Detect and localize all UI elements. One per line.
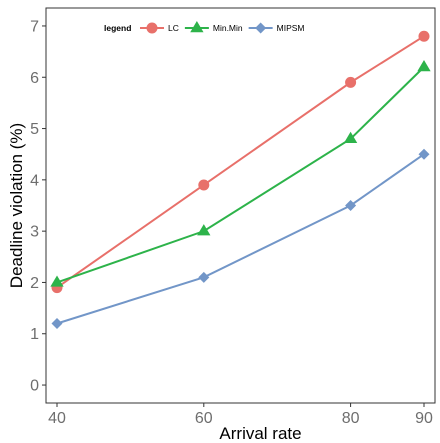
data-point-mipsm	[51, 317, 63, 329]
y-tick-label: 6	[30, 70, 39, 87]
x-tick-label: 90	[415, 410, 433, 427]
series-lc	[51, 30, 430, 294]
series-line-lc	[56, 35, 425, 289]
data-point-mipsm	[345, 200, 357, 211]
legend-key-marker	[146, 22, 158, 34]
legend-key-marker	[190, 21, 204, 33]
data-point-mipsm	[418, 148, 430, 160]
series-min-min	[50, 59, 431, 287]
x-axis-title: Arrival rate	[219, 424, 301, 443]
data-point-min-min	[50, 275, 64, 287]
data-point-lc	[418, 30, 430, 42]
x-tick-label: 60	[195, 410, 213, 427]
series-group	[50, 30, 431, 329]
y-tick-label: 0	[30, 378, 39, 395]
legend-item-min-min: Min.Min	[184, 21, 243, 33]
data-point-min-min	[417, 59, 431, 72]
data-point-lc	[345, 76, 357, 88]
y-tick-label: 5	[30, 121, 39, 138]
data-point-min-min	[343, 131, 358, 144]
legend-item-mipsm: MIPSM	[248, 22, 305, 34]
y-tick-label: 7	[30, 18, 39, 35]
legend-title: legend	[104, 23, 131, 33]
y-tick-label: 3	[30, 224, 39, 241]
y-tick-label: 4	[30, 172, 39, 189]
data-point-mipsm	[198, 271, 210, 283]
legend-item-lc: LC	[140, 22, 179, 34]
y-tick-label: 2	[30, 275, 39, 292]
plot-panel-border	[45, 7, 436, 404]
legend: legend LC Min.Min MIPSM	[104, 21, 305, 34]
legend-label: LC	[168, 23, 179, 33]
x-tick-label: 80	[342, 410, 360, 427]
series-line-min-min	[56, 66, 425, 284]
legend-label: MIPSM	[277, 23, 305, 33]
data-point-lc	[198, 179, 210, 191]
legend-key-marker	[255, 22, 267, 34]
x-tick-label: 40	[48, 410, 66, 427]
series-line-mipsm	[56, 153, 425, 325]
series-mipsm	[51, 148, 430, 329]
legend-label: Min.Min	[213, 23, 243, 33]
y-axis-title: Deadline violation (%)	[7, 123, 26, 288]
y-tick-label: 1	[30, 326, 39, 343]
data-point-min-min	[197, 224, 211, 236]
axes: 0 1 2 3 4 5 6 7 40 60 80 90	[30, 7, 436, 427]
